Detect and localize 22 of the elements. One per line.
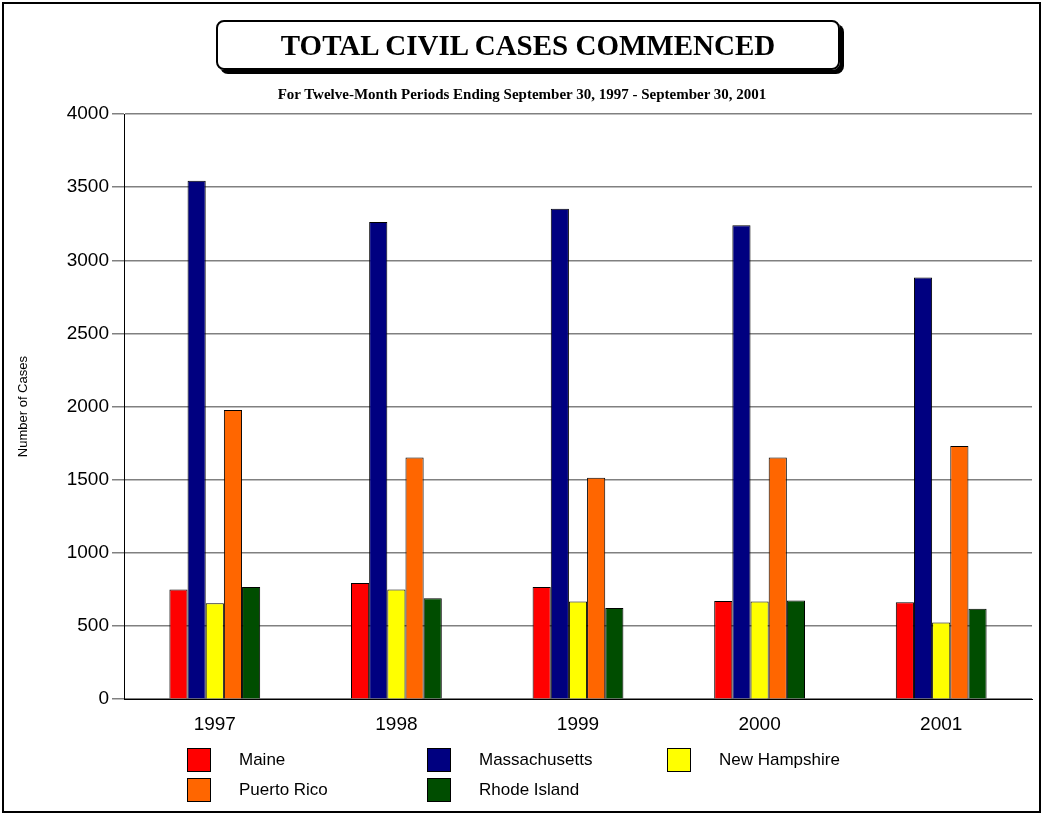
legend-label: New Hampshire [719, 750, 840, 770]
y-tick-label: 3000 [66, 248, 109, 270]
y-tick-label: 0 [98, 687, 109, 709]
y-tick-label: 2000 [66, 394, 109, 416]
y-tick-label: 3500 [66, 175, 109, 197]
y-tick-label: 2500 [66, 321, 109, 343]
legend-label: Puerto Rico [239, 780, 328, 800]
x-tick-label: 2000 [738, 712, 781, 734]
y-axis-title: Number of Cases [15, 355, 31, 458]
legend-label: Rhode Island [479, 780, 580, 800]
legend-label: Massachusetts [479, 750, 593, 770]
x-tick-label: 2001 [920, 712, 963, 734]
x-tick-label: 1999 [556, 712, 600, 734]
x-tick-label: 1997 [193, 712, 236, 734]
y-tick-label: 1500 [66, 467, 109, 489]
y-tick-label: 1000 [66, 541, 109, 563]
chart-title: TOTAL CIVIL CASES COMMENCED [216, 20, 840, 70]
legend-label: Maine [239, 750, 286, 770]
y-tick-label: 500 [77, 614, 109, 636]
chart-subtitle: For Twelve-Month Periods Ending September 30, 1997 - September 30, 2001 [277, 85, 767, 102]
x-tick-label: 1998 [375, 712, 418, 734]
y-tick-label: 4000 [66, 102, 109, 124]
